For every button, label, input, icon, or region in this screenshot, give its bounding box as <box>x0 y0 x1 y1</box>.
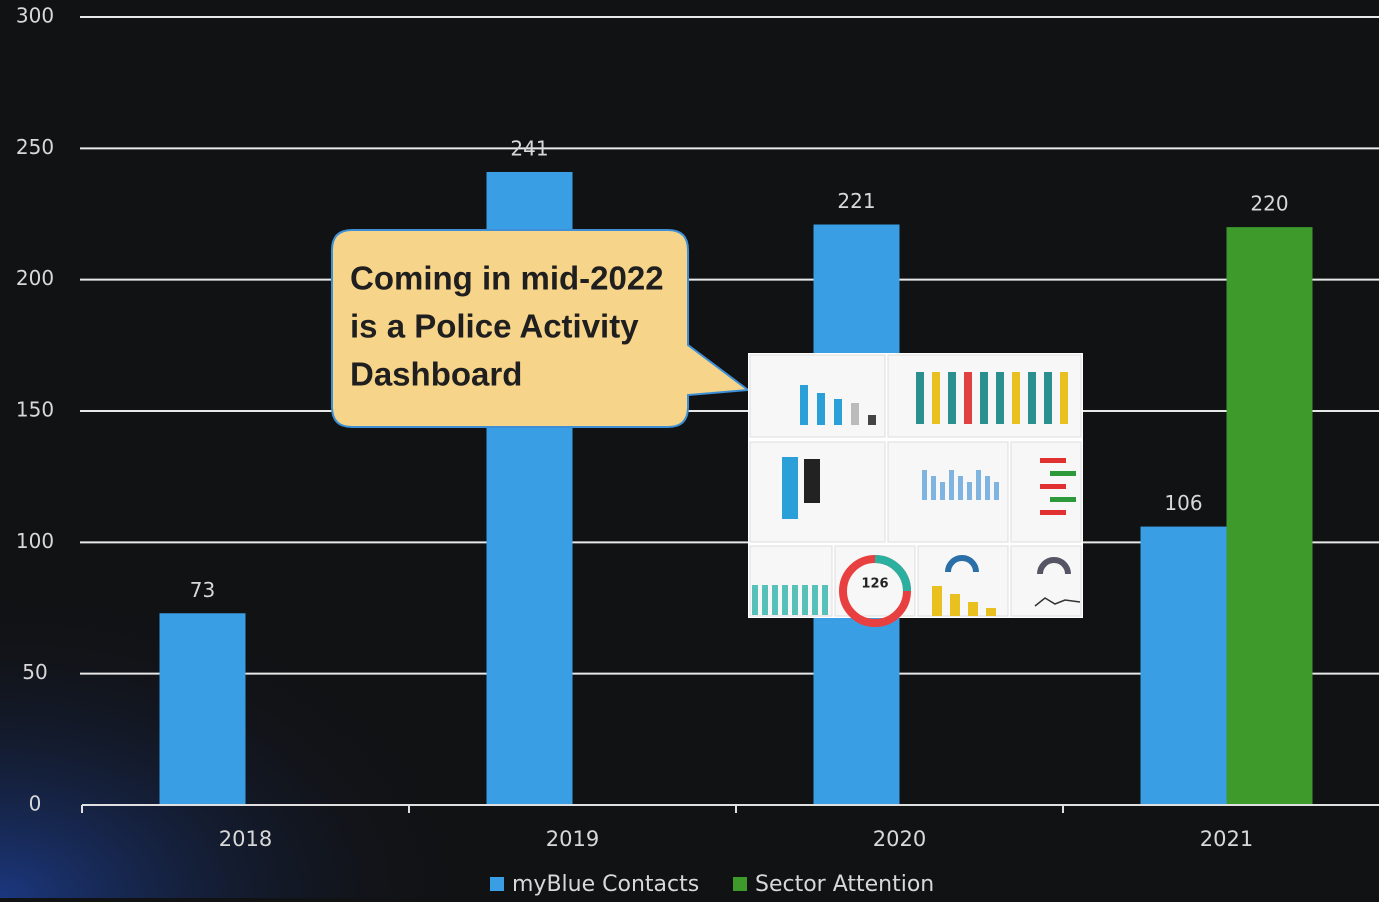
preview-bar <box>800 385 808 425</box>
preview-bar <box>940 482 945 500</box>
preview-bar <box>916 372 924 424</box>
preview-bar <box>1040 484 1066 489</box>
preview-bar <box>948 372 956 424</box>
value-label: 106 <box>1164 491 1202 515</box>
x-tick-label: 2018 <box>219 827 272 851</box>
preview-bar <box>812 585 818 615</box>
preview-panel <box>1010 441 1082 543</box>
preview-bar <box>968 602 978 616</box>
bar <box>1226 227 1313 806</box>
preview-bar <box>868 415 876 425</box>
legend-swatch <box>490 877 504 891</box>
y-tick-label: 50 <box>22 660 47 684</box>
preview-bar <box>949 470 954 500</box>
legend-swatch <box>733 877 747 891</box>
bar <box>159 613 246 805</box>
callout-bubble <box>331 229 751 428</box>
preview-bar <box>762 585 768 615</box>
preview-bar <box>752 585 758 615</box>
preview-bar <box>967 482 972 500</box>
preview-bar <box>1028 372 1036 424</box>
preview-bar <box>802 585 808 615</box>
preview-bar <box>1050 497 1076 502</box>
preview-bar <box>792 585 798 615</box>
preview-bar <box>851 403 859 425</box>
preview-line <box>1034 597 1081 607</box>
y-tick-label: 0 <box>29 792 42 816</box>
legend-label: myBlue Contacts <box>512 872 699 897</box>
x-tick-label: 2019 <box>546 827 599 851</box>
preview-bar <box>1050 471 1076 476</box>
preview-bar <box>782 585 788 615</box>
preview-panel <box>1010 545 1082 617</box>
preview-bar <box>834 399 842 425</box>
y-tick-label: 100 <box>16 529 54 553</box>
y-tick-label: 200 <box>16 266 54 290</box>
value-label: 241 <box>510 136 548 160</box>
callout-text: Coming in mid-2022 <box>350 260 664 297</box>
preview-bar <box>922 470 927 500</box>
preview-bar <box>804 459 820 503</box>
preview-gauge <box>945 555 979 573</box>
preview-bar <box>1040 510 1066 515</box>
preview-donut-part <box>874 555 911 592</box>
dashboard-preview: 126 <box>748 353 1083 627</box>
preview-bar <box>958 476 963 500</box>
preview-bar <box>782 457 798 519</box>
preview-bar <box>980 372 988 424</box>
value-label: 73 <box>190 578 215 602</box>
preview-bar <box>985 476 990 500</box>
preview-bar <box>1044 372 1052 424</box>
preview-bar <box>931 476 936 500</box>
preview-bar <box>772 585 778 615</box>
x-tick-label: 2020 <box>873 827 926 851</box>
preview-bar <box>950 594 960 616</box>
preview-bar <box>932 586 942 616</box>
legend-label: Sector Attention <box>755 872 934 897</box>
callout-text: Dashboard <box>350 356 522 393</box>
preview-value: 126 <box>861 577 888 592</box>
preview-bar <box>1060 372 1068 424</box>
x-tick-label: 2021 <box>1200 827 1253 851</box>
callout-text: is a Police Activity <box>350 308 639 345</box>
y-tick-label: 150 <box>16 398 54 422</box>
preview-bar <box>996 372 1004 424</box>
preview-bar <box>964 372 972 424</box>
preview-bar <box>1040 458 1066 463</box>
preview-bar <box>976 470 981 500</box>
preview-bar <box>932 372 940 424</box>
preview-bar <box>986 608 996 616</box>
preview-bar <box>994 482 999 500</box>
preview-bar <box>1012 372 1020 424</box>
y-tick-label: 300 <box>16 4 54 28</box>
preview-bar <box>817 393 825 425</box>
y-tick-label: 250 <box>16 135 54 159</box>
preview-gauge <box>1037 557 1071 575</box>
bar <box>1140 526 1227 805</box>
value-label: 220 <box>1250 192 1288 216</box>
preview-bar <box>822 585 828 615</box>
value-label: 221 <box>837 189 875 213</box>
